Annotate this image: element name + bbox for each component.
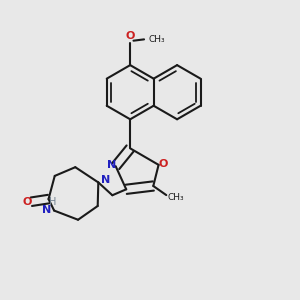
Text: H: H	[49, 197, 56, 207]
Text: N: N	[101, 176, 110, 185]
Text: N: N	[107, 160, 116, 170]
Text: O: O	[125, 31, 135, 41]
Text: CH₃: CH₃	[167, 193, 184, 202]
Text: O: O	[22, 197, 32, 207]
Text: O: O	[158, 158, 168, 169]
Text: N: N	[42, 205, 51, 215]
Text: CH₃: CH₃	[148, 35, 165, 44]
